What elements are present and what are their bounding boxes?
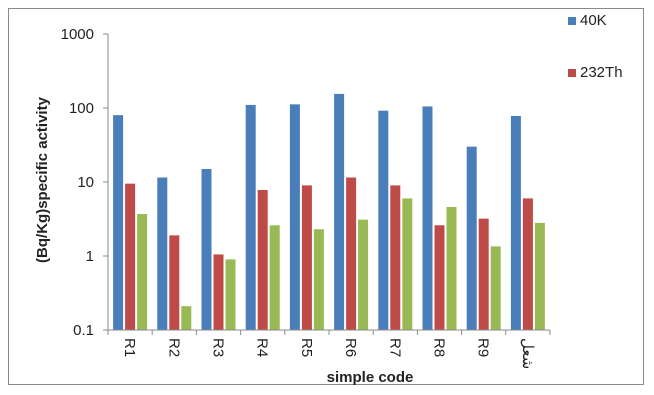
bar [402,198,413,330]
bar [157,177,168,330]
bar [434,225,445,330]
x-tick-label: R5 [298,338,315,357]
bar [181,306,192,330]
bar [534,222,545,330]
y-axis-ticks: 0.1 1 10 100 1000 [61,26,108,339]
x-tick-label: R4 [254,338,271,357]
bar [422,106,433,330]
y-tick-label: 10 [77,174,94,191]
y-tick-label: 1 [86,248,94,265]
y-tick-label: 1000 [61,26,94,43]
x-tick-label: R6 [342,338,359,357]
bar [478,218,489,330]
x-axis-title: simple code [327,369,414,386]
bar [466,146,477,330]
legend-label: 232Th [580,64,623,81]
bar [201,168,212,330]
bar [346,177,357,330]
bars-layer [113,93,545,330]
bar [358,219,369,330]
bar [289,104,300,330]
x-axis-ticks: R1 R2 R3 R4 R5 R6 R7 R8 R9 شعل [107,330,551,369]
y-axis-title: (Bq/Kg)specific activity [34,96,51,263]
bar [313,229,324,330]
x-tick-label: R8 [431,338,448,357]
bar [510,115,521,330]
bar [522,198,533,330]
x-tick-label: R1 [121,338,138,357]
bar [378,110,389,330]
bar [125,183,136,330]
x-tick-label: R2 [165,338,182,357]
bar [257,189,268,330]
bar [113,115,124,330]
legend: 40K 232Th [568,12,623,81]
x-tick-label: R9 [475,338,492,357]
bar [213,254,224,330]
x-tick-label: R7 [386,338,403,357]
bar [490,246,501,330]
legend-swatch [568,69,576,77]
y-tick-label: 0.1 [73,322,94,339]
bar [301,185,312,330]
bar [446,206,457,330]
x-tick-label: R3 [210,338,227,357]
legend-label: 40K [580,12,607,29]
legend-swatch [568,17,576,25]
bar [225,259,236,330]
bar [334,93,345,330]
bar [245,104,256,330]
bar [269,225,280,330]
bar [137,213,148,330]
x-tick-label: شعل [519,338,536,369]
y-tick-label: 100 [69,100,94,117]
bar [390,185,401,330]
bar [169,235,180,330]
